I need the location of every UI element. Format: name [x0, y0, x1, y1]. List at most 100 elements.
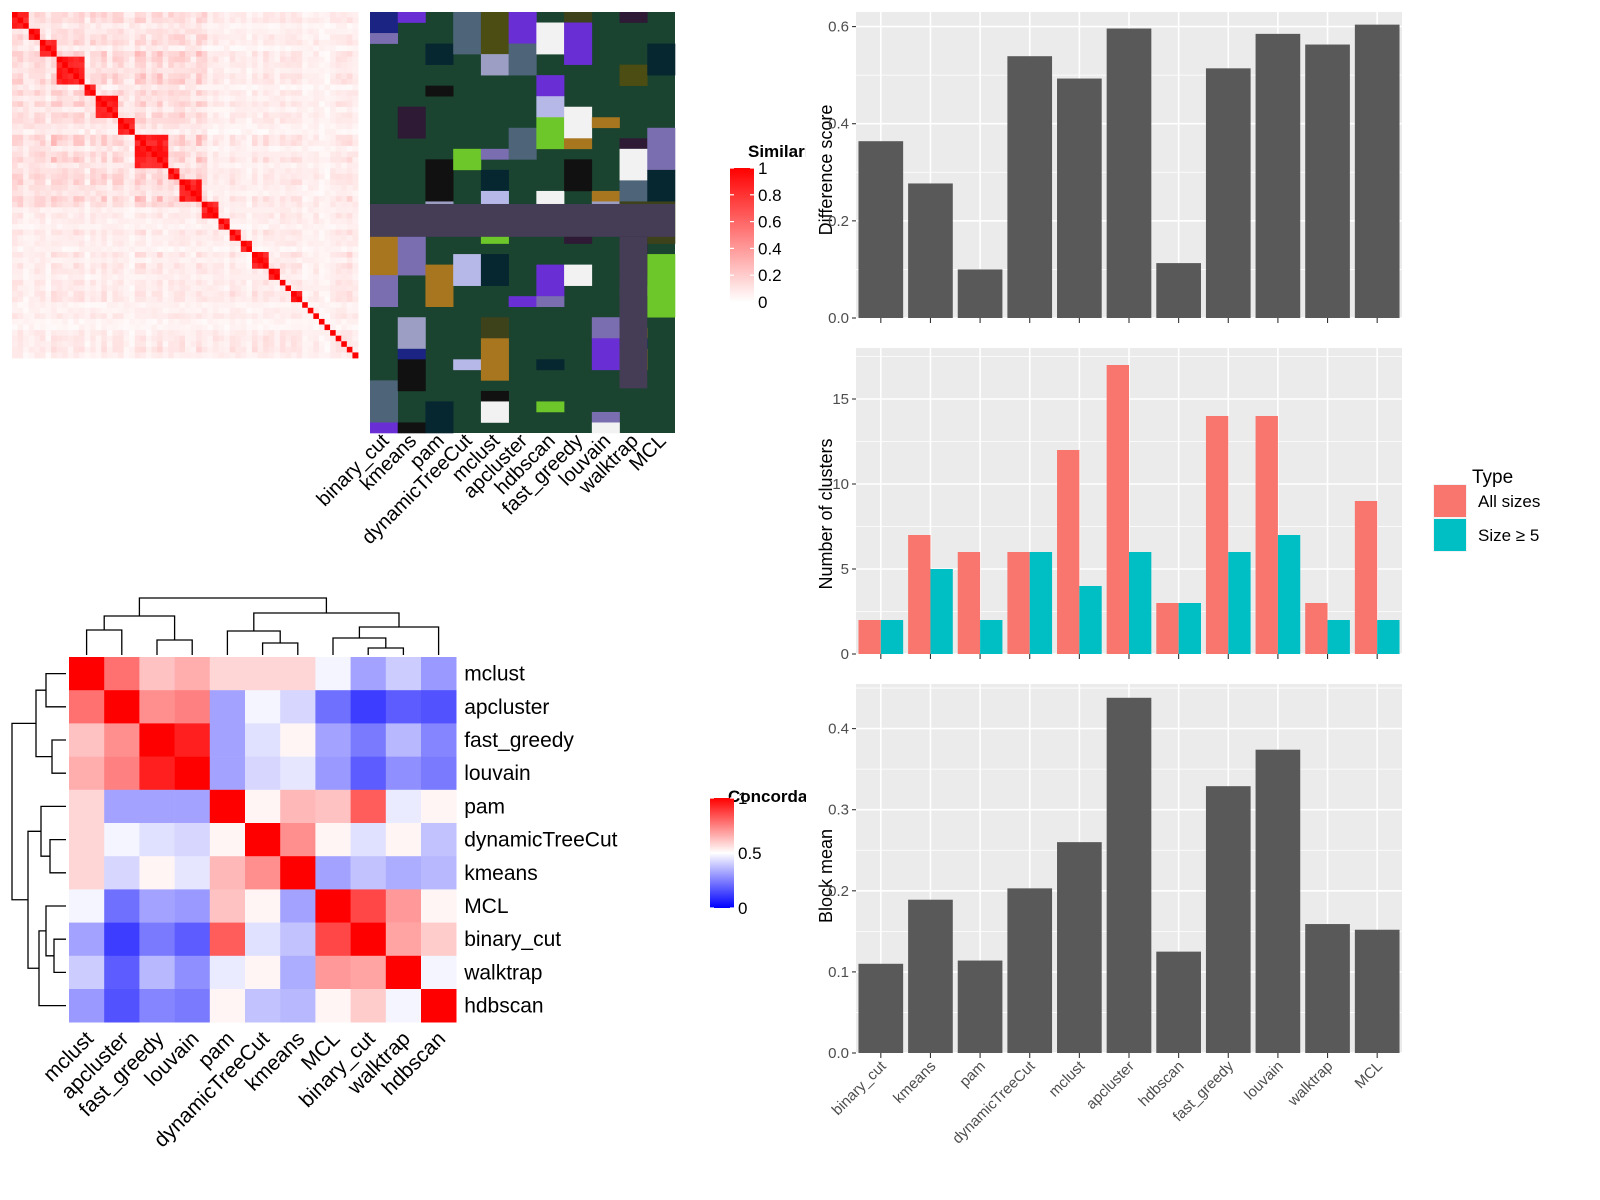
similarity-cell — [45, 307, 52, 314]
similarity-cell — [235, 240, 242, 247]
similarity-cell — [201, 246, 208, 253]
similarity-cell — [112, 196, 119, 203]
similarity-cell — [129, 240, 136, 247]
similarity-cell — [78, 263, 85, 270]
similarity-cell — [302, 330, 309, 337]
similarity-cell — [335, 112, 342, 119]
similarity-cell — [185, 224, 191, 231]
similarity-cell — [330, 34, 337, 41]
similarity-cell — [95, 56, 102, 63]
similarity-cell — [224, 229, 231, 236]
similarity-cell — [246, 268, 253, 275]
similarity-cell — [240, 313, 247, 320]
similarity-cell — [56, 229, 63, 236]
similarity-cell — [285, 168, 292, 175]
similarity-cell — [285, 335, 292, 342]
similarity-cell — [157, 73, 164, 80]
similarity-cell — [341, 346, 348, 353]
similarity-cell — [335, 302, 342, 309]
similarity-cell — [45, 296, 52, 303]
similarity-cell — [302, 201, 309, 208]
similarity-cell — [12, 168, 18, 175]
similarity-cell — [330, 307, 337, 314]
similarity-cell — [62, 257, 69, 264]
similarity-cell — [324, 62, 331, 69]
similarity-cell — [45, 218, 52, 225]
similarity-cell — [224, 346, 231, 353]
similarity-cell — [23, 257, 30, 264]
similarity-cell — [162, 157, 169, 164]
similarity-cell — [218, 330, 225, 337]
similarity-cell — [257, 190, 264, 197]
concordance-row-label: MCL — [464, 895, 508, 918]
similarity-cell — [296, 185, 303, 191]
bar — [1354, 24, 1400, 318]
similarity-cell — [56, 291, 63, 298]
similarity-cell — [235, 134, 242, 141]
membership-cell — [370, 233, 399, 276]
membership-cell — [480, 169, 509, 192]
similarity-cell — [291, 145, 298, 152]
similarity-cell — [246, 28, 253, 35]
similarity-cell — [201, 257, 208, 264]
similarity-cell — [341, 207, 348, 214]
similarity-cell — [229, 240, 236, 247]
similarity-cell — [106, 274, 113, 281]
membership-cell — [425, 264, 454, 307]
similarity-cell — [51, 302, 58, 309]
x-tick-label: dynamicTreeCut — [949, 1057, 1039, 1147]
concordance-cell — [350, 989, 387, 1023]
similarity-cell — [257, 140, 264, 147]
similarity-cell — [95, 224, 102, 231]
similarity-cell — [51, 318, 58, 325]
similarity-cell — [101, 39, 108, 46]
similarity-cell — [296, 151, 303, 158]
bar-size-ge-5 — [1079, 586, 1102, 654]
similarity-cell — [67, 330, 74, 337]
similarity-cell — [157, 129, 164, 136]
similarity-cell — [263, 84, 270, 91]
similarity-cell — [251, 207, 258, 214]
similarity-cell — [190, 17, 197, 24]
similarity-cell — [51, 335, 58, 342]
similarity-cell — [168, 145, 175, 152]
similarity-cell — [296, 196, 303, 203]
similarity-cell — [212, 341, 219, 348]
similarity-cell — [90, 352, 97, 359]
similarity-cell — [134, 78, 141, 85]
similarity-cell — [246, 218, 253, 225]
similarity-cell — [145, 168, 152, 175]
similarity-cell — [106, 330, 113, 337]
similarity-cell — [12, 246, 18, 253]
similarity-cell — [78, 291, 85, 298]
similarity-cell — [185, 335, 191, 342]
similarity-cell — [257, 151, 264, 158]
concordance-cell — [209, 955, 246, 990]
similarity-cell — [123, 51, 130, 58]
similarity-cell — [212, 296, 219, 303]
similarity-cell — [17, 39, 24, 46]
similarity-cell — [341, 341, 348, 348]
similarity-cell — [346, 324, 353, 331]
similarity-cell — [190, 157, 197, 164]
similarity-cell — [67, 95, 74, 102]
membership-cell — [619, 64, 648, 86]
similarity-cell — [45, 173, 52, 180]
similarity-cell — [39, 51, 46, 58]
similarity-cell — [218, 185, 225, 191]
bar-all-sizes — [1205, 416, 1229, 654]
similarity-cell — [118, 341, 125, 348]
similarity-cell — [90, 51, 97, 58]
similarity-cell — [51, 162, 58, 169]
similarity-cell — [45, 78, 52, 85]
similarity-cell — [341, 84, 348, 91]
similarity-cell — [341, 190, 348, 197]
similarity-cell — [251, 218, 258, 225]
similarity-cell — [145, 95, 152, 102]
similarity-cell — [179, 118, 186, 125]
similarity-cell — [274, 140, 281, 147]
similarity-cell — [157, 229, 164, 236]
similarity-cell — [201, 106, 208, 113]
similarity-cell — [307, 123, 314, 130]
similarity-cell — [34, 330, 41, 337]
